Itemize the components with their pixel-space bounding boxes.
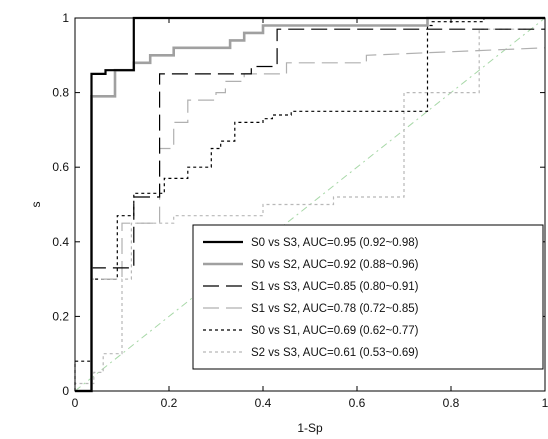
- legend: S0 vs S3, AUC=0.95 (0.92~0.98) S0 vs S2, …: [192, 224, 544, 370]
- x-tick-label: 0.8: [443, 396, 460, 410]
- legend-entry-label: S2 vs S3, AUC=0.61 (0.53~0.69): [251, 347, 419, 359]
- legend-box: [192, 224, 544, 370]
- roc-series-line-1: [75, 16, 545, 393]
- legend-entry-label: S0 vs S3, AUC=0.95 (0.92~0.98): [251, 237, 419, 249]
- legend-entry-label: S1 vs S2, AUC=0.78 (0.72~0.85): [251, 303, 419, 315]
- y-tick-label: 0.6: [52, 160, 69, 174]
- x-tick-label: 0.4: [255, 396, 272, 410]
- legend-entry-label: S0 vs S2, AUC=0.92 (0.88~0.96): [251, 259, 419, 271]
- roc-series-line-5: [74, 17, 527, 391]
- legend-entry-label: S1 vs S3, AUC=0.85 (0.80~0.91): [251, 281, 419, 293]
- plot-area-frame: [74, 17, 546, 392]
- roc-series-line-2: [75, 16, 545, 393]
- x-tick-label: 0.2: [161, 396, 178, 410]
- roc-series-line-4: [75, 47, 546, 392]
- legend-entry-label: S0 vs S1, AUC=0.69 (0.62~0.77): [251, 325, 419, 337]
- ticks-layer: 0 0.2 0.4 0.6 0.8 1 0 0.2 0.4 0.6 0.8 1: [52, 11, 548, 410]
- roc-series-line-6: [74, 28, 527, 391]
- x-tick-label: 0.6: [349, 396, 366, 410]
- y-tick-label: 0.4: [52, 235, 69, 249]
- x-tick-label: 0: [72, 396, 79, 410]
- y-tick-label: 0: [62, 384, 69, 398]
- y-tick-label: 0.8: [52, 86, 69, 100]
- x-axis-label: 1-Sp: [297, 421, 323, 435]
- x-tick-label: 1: [542, 396, 548, 410]
- y-tick-label: 0.2: [52, 309, 69, 323]
- series-layer: [74, 16, 546, 393]
- y-axis-label: s: [29, 202, 43, 208]
- y-tick-label: 1: [62, 11, 69, 25]
